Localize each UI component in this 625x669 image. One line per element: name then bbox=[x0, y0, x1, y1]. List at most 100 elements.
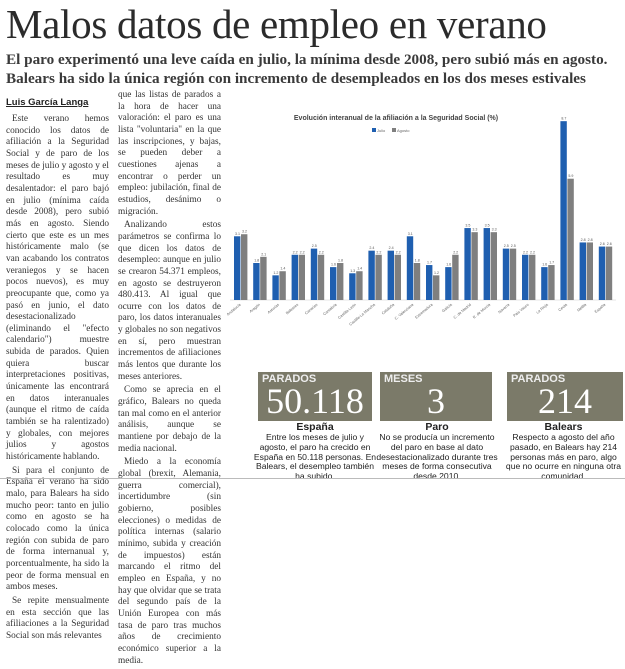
category-label: Melilla bbox=[576, 302, 587, 313]
stat-box-parados-espana: PARADOS 50.118 bbox=[258, 372, 372, 421]
data-label: 2.2 bbox=[523, 250, 528, 254]
stat-heading: Paro bbox=[425, 421, 449, 433]
data-label: 1.6 bbox=[446, 263, 451, 267]
bar-julio bbox=[483, 228, 490, 300]
bar-agosto bbox=[317, 254, 325, 300]
stat-label: MESES bbox=[384, 373, 423, 385]
stat-value: 214 bbox=[538, 381, 592, 421]
data-label: 1.4 bbox=[280, 267, 285, 271]
bar-agosto bbox=[529, 254, 536, 300]
category-label: R. de Murcia bbox=[472, 302, 492, 319]
paragraph: que las listas de parados a la hora de h… bbox=[118, 90, 221, 217]
data-label: 1.8 bbox=[415, 259, 420, 263]
bar-agosto bbox=[241, 234, 248, 300]
bar-agosto bbox=[605, 246, 613, 300]
category-label: Galicia bbox=[441, 302, 453, 313]
data-label: 2.2 bbox=[453, 250, 458, 254]
data-label: 1.6 bbox=[542, 263, 547, 267]
data-label: 3.5 bbox=[485, 224, 490, 228]
data-label: 5.9 bbox=[568, 174, 573, 178]
data-label: 2.6 bbox=[607, 242, 612, 246]
data-label: 2.8 bbox=[581, 238, 586, 242]
bar-julio bbox=[368, 250, 375, 300]
bar-agosto bbox=[375, 254, 382, 300]
category-label: Extremadura bbox=[414, 302, 434, 320]
category-label: España bbox=[594, 302, 607, 314]
bar-agosto bbox=[356, 271, 363, 300]
paragraph: Este verano hemos conocido los datos de … bbox=[6, 114, 109, 463]
bar-agosto bbox=[413, 263, 421, 300]
category-label: C. Valenciana bbox=[394, 302, 415, 321]
stat-value: 3 bbox=[427, 381, 445, 421]
category-label: Castilla-León bbox=[337, 303, 357, 320]
data-label: 2.2 bbox=[530, 250, 535, 254]
legend-label-agosto: Agosto bbox=[397, 128, 410, 133]
category-label: Asturias bbox=[267, 303, 280, 315]
category-label: Cantabria bbox=[322, 302, 338, 316]
bar-julio bbox=[406, 236, 414, 300]
headline: Malos datos de empleo en verano bbox=[6, 1, 547, 47]
affiliation-bar-chart: Evolución interanual de la afiliación a … bbox=[226, 115, 616, 327]
bar-agosto bbox=[337, 263, 344, 300]
category-label: Aragón bbox=[249, 303, 261, 314]
data-label: 2.2 bbox=[396, 250, 401, 254]
category-label: Baleares bbox=[285, 303, 299, 316]
bar-agosto bbox=[567, 178, 574, 300]
bar-agosto bbox=[548, 265, 555, 300]
data-label: 2.5 bbox=[511, 244, 516, 248]
data-label: 3.1 bbox=[235, 232, 240, 236]
legend-swatch-agosto bbox=[392, 128, 396, 132]
data-label: 1.3 bbox=[350, 269, 355, 273]
data-label: 3.1 bbox=[408, 232, 413, 236]
stat-text: Respecto a agosto del año pasado, en Bal… bbox=[505, 432, 622, 482]
bar-julio bbox=[598, 246, 606, 300]
data-label: 1.8 bbox=[338, 259, 343, 263]
bar-julio bbox=[272, 275, 279, 300]
bar-julio bbox=[387, 250, 394, 300]
category-label: La Rioja bbox=[536, 302, 550, 315]
bar-julio bbox=[464, 228, 471, 300]
stat-caption: España Entre los meses de julio y agosto… bbox=[252, 421, 378, 482]
data-label: 8.7 bbox=[561, 117, 566, 121]
data-label: 2.4 bbox=[369, 246, 374, 250]
stat-box-meses: MESES 3 bbox=[380, 372, 492, 421]
paragraph: Se repite mensualmente en esta sección q… bbox=[6, 595, 109, 641]
data-label: 1.7 bbox=[549, 261, 554, 265]
bar-agosto bbox=[260, 256, 267, 300]
data-label: 2.2 bbox=[376, 250, 381, 254]
bar-julio bbox=[349, 273, 356, 300]
bar-julio bbox=[253, 263, 260, 300]
category-label: Navarra bbox=[498, 302, 512, 314]
stat-heading: España bbox=[296, 421, 334, 433]
bar-agosto bbox=[298, 254, 305, 300]
data-label: 2.5 bbox=[312, 244, 317, 248]
author-byline: Luis García Langa bbox=[6, 97, 89, 108]
chart-legend: Julio Agosto bbox=[372, 128, 410, 133]
data-label: 2.2 bbox=[300, 250, 305, 254]
data-label: 3.3 bbox=[492, 228, 497, 232]
bar-julio bbox=[330, 267, 337, 300]
article-column-2: que las listas de parados a la hora de h… bbox=[118, 90, 221, 669]
legend-swatch-julio bbox=[372, 128, 376, 132]
data-label: 1.2 bbox=[434, 271, 439, 275]
bar-julio bbox=[560, 121, 567, 301]
stat-label: PARADOS bbox=[511, 373, 566, 385]
data-label: 2.4 bbox=[389, 246, 394, 250]
chart-title: Evolución interanual de la afiliación a … bbox=[294, 115, 498, 122]
bar-julio bbox=[541, 267, 548, 300]
category-label: C. de Madrid bbox=[453, 303, 472, 320]
data-label: 1.6 bbox=[331, 263, 336, 267]
stat-text: No se producía un incremento del paro en… bbox=[376, 432, 498, 482]
bar-agosto bbox=[586, 242, 593, 300]
bar-julio bbox=[291, 254, 298, 300]
stat-caption: Balears Respecto a agosto del año pasado… bbox=[502, 421, 625, 482]
bar-agosto bbox=[433, 275, 440, 300]
bar-julio bbox=[579, 242, 586, 300]
data-label: 2.2 bbox=[293, 250, 298, 254]
data-label: 2.2 bbox=[319, 250, 324, 254]
bar-agosto bbox=[490, 232, 497, 300]
bar-julio bbox=[445, 267, 452, 300]
bar-agosto bbox=[394, 254, 401, 300]
data-label: 1.2 bbox=[273, 271, 278, 275]
data-label: 3.5 bbox=[465, 224, 470, 228]
